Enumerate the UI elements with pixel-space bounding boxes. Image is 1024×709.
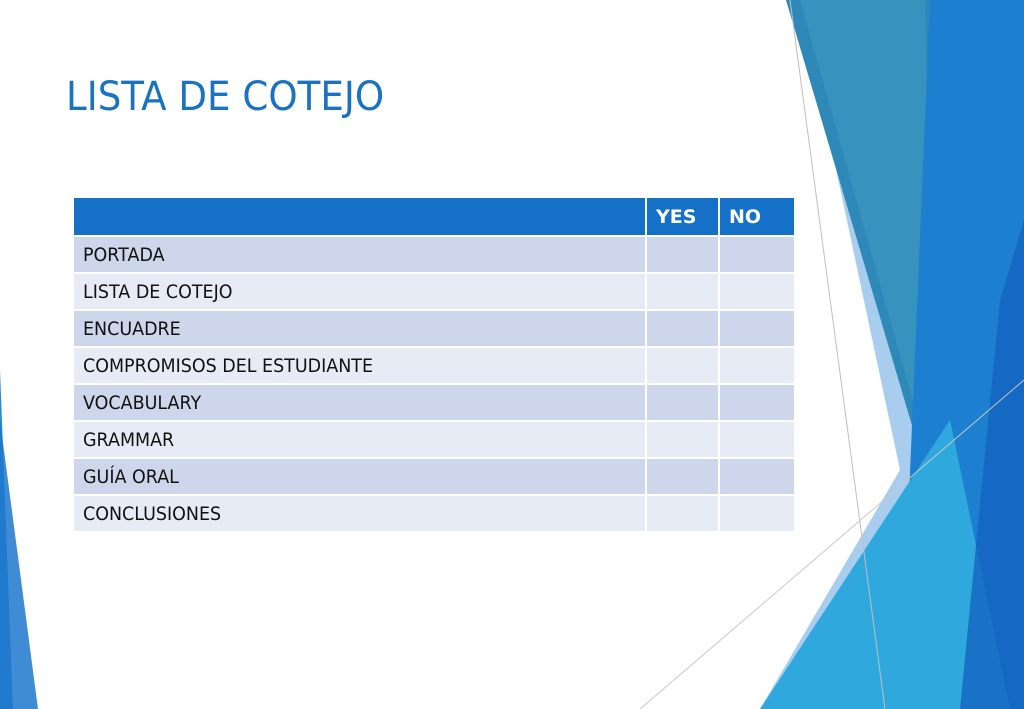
item-label: GRAMMAR [83, 428, 175, 451]
item-label: GUÍA ORAL [83, 465, 179, 488]
right-deep-shape [960, 220, 1024, 709]
yes-cell[interactable] [645, 457, 720, 496]
right-teal-shape-dark [800, 0, 935, 480]
table-row: GUÍA ORAL [72, 457, 796, 496]
header-no-cell: NO [718, 196, 796, 237]
yes-cell[interactable] [645, 309, 720, 348]
table-row: LISTA DE COTEJO [72, 272, 796, 311]
table-row: PORTADA [72, 235, 796, 274]
thin-line-2 [639, 379, 1024, 709]
left-edge-shape-dark [0, 420, 38, 709]
item-label: PORTADA [83, 243, 165, 266]
item-label: CONCLUSIONES [83, 502, 222, 525]
no-cell[interactable] [718, 309, 796, 348]
item-cell: COMPROMISOS DEL ESTUDIANTE [72, 346, 647, 385]
item-label: LISTA DE COTEJO [83, 280, 233, 303]
no-cell[interactable] [718, 457, 796, 496]
item-label: ENCUADRE [83, 317, 181, 340]
header-item-cell [72, 196, 647, 237]
yes-cell[interactable] [645, 383, 720, 422]
table-row: ENCUADRE [72, 309, 796, 348]
slide-title: LISTA DE COTEJO [66, 74, 385, 120]
item-label: COMPROMISOS DEL ESTUDIANTE [83, 354, 374, 377]
item-cell: ENCUADRE [72, 309, 647, 348]
no-cell[interactable] [718, 420, 796, 459]
no-cell[interactable] [718, 235, 796, 274]
yes-cell[interactable] [645, 272, 720, 311]
table-row: CONCLUSIONES [72, 494, 796, 533]
checklist-table: YES NO PORTADA LISTA DE COTEJO ENCUADRE [72, 196, 796, 533]
item-label: VOCABULARY [83, 391, 202, 414]
table-row: COMPROMISOS DEL ESTUDIANTE [72, 346, 796, 385]
header-yes-cell: YES [645, 196, 720, 237]
item-cell: PORTADA [72, 235, 647, 274]
yes-cell[interactable] [645, 420, 720, 459]
item-cell: LISTA DE COTEJO [72, 272, 647, 311]
item-cell: GRAMMAR [72, 420, 647, 459]
yes-cell[interactable] [645, 235, 720, 274]
no-cell[interactable] [718, 383, 796, 422]
item-cell: CONCLUSIONES [72, 494, 647, 533]
item-cell: VOCABULARY [72, 383, 647, 422]
right-cyan-shape [760, 420, 1010, 709]
no-cell[interactable] [718, 494, 796, 533]
thin-line-1 [789, 0, 886, 709]
table-row: GRAMMAR [72, 420, 796, 459]
header-row: YES NO [72, 196, 796, 237]
item-cell: GUÍA ORAL [72, 457, 647, 496]
no-cell[interactable] [718, 346, 796, 385]
yes-cell[interactable] [645, 346, 720, 385]
yes-cell[interactable] [645, 494, 720, 533]
table-row: VOCABULARY [72, 383, 796, 422]
no-cell[interactable] [718, 272, 796, 311]
